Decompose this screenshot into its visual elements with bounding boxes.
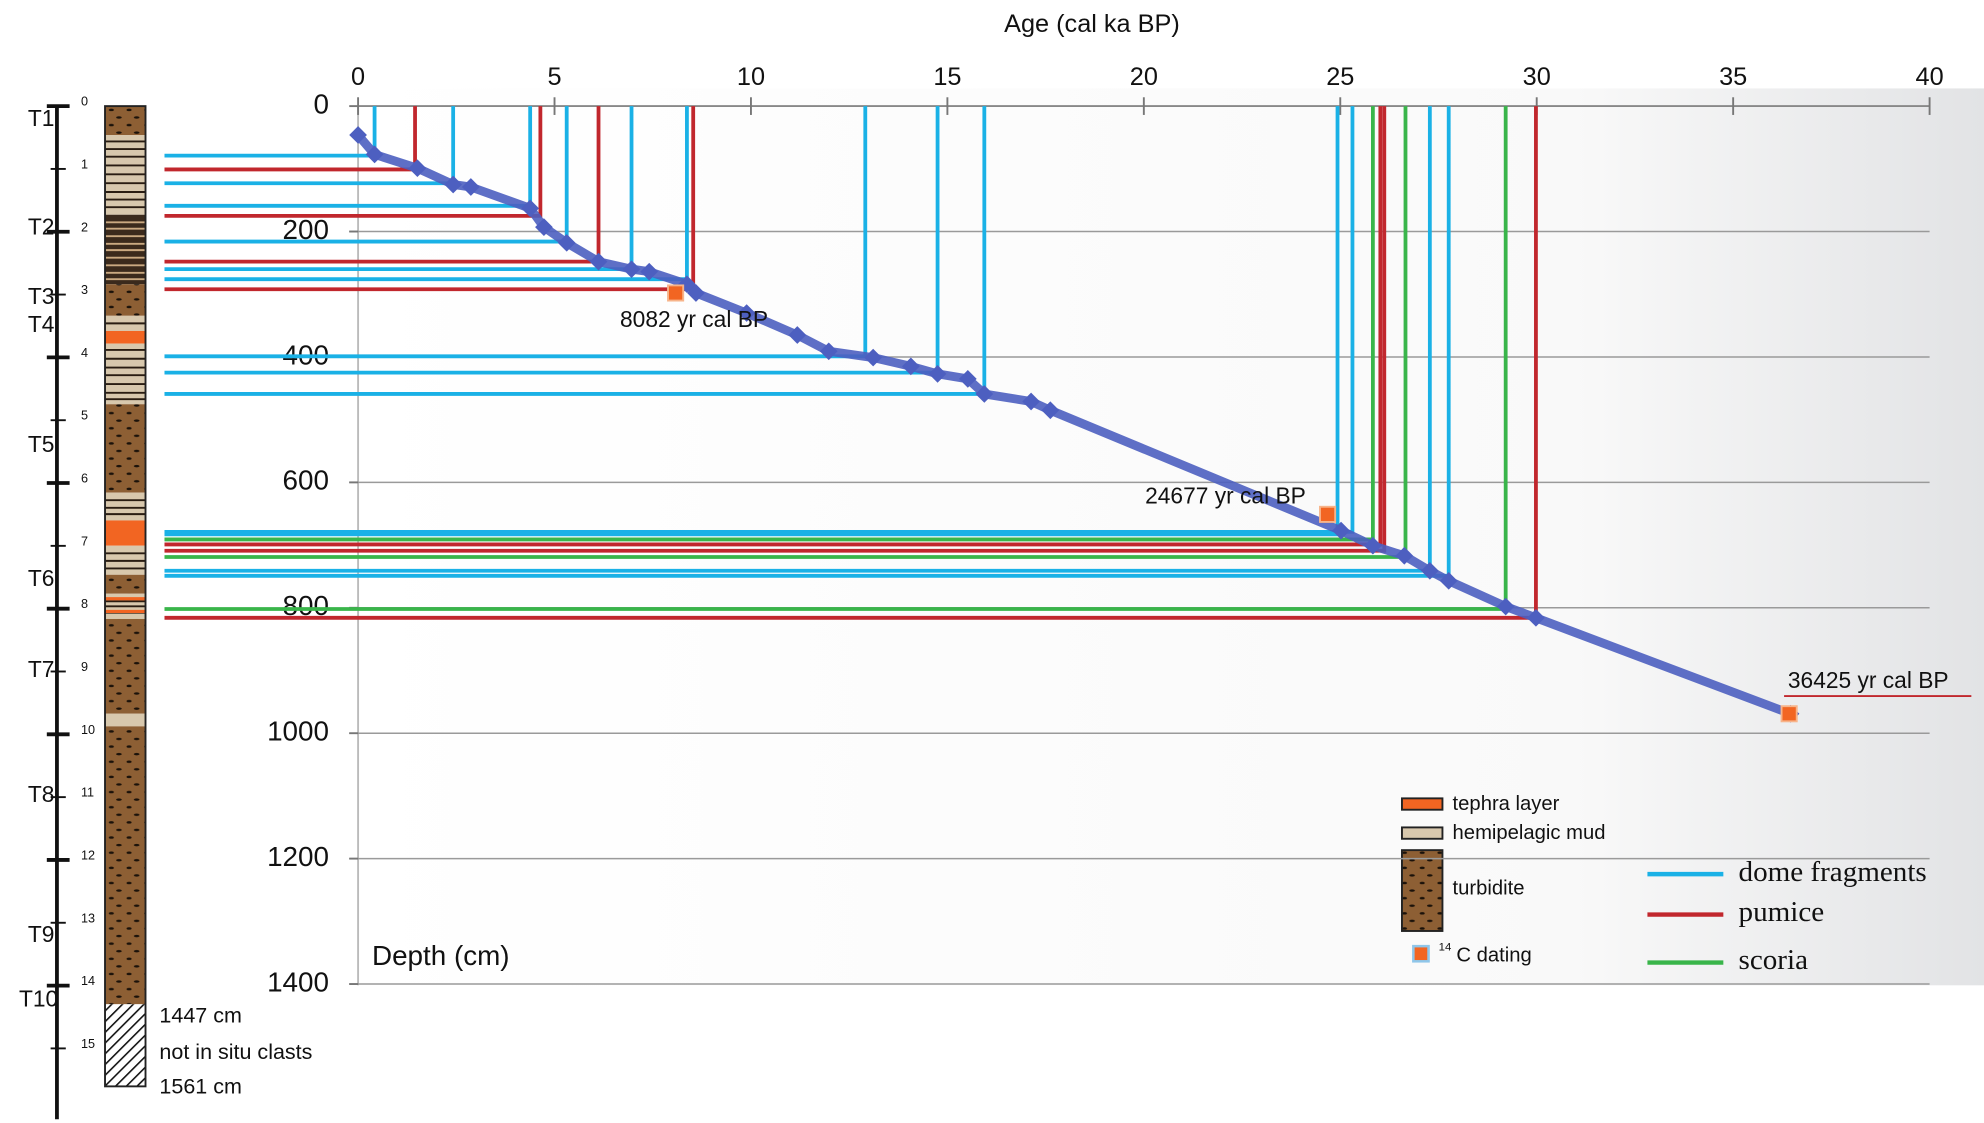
y-tick-label: 0 [313,88,328,119]
column-tick-label: 10 [81,723,95,737]
figure: Age (cal ka BP) Depth (cm) tephra layer … [0,0,1984,1123]
unit-label: T1 [28,105,55,131]
x-tick-label: 15 [933,63,961,91]
unit-label: T4 [28,311,55,337]
column-tick-label: 8 [81,597,88,611]
column-clasts [105,1004,145,1086]
column-mud [105,344,145,405]
c14-date [1782,706,1797,721]
c14-date [668,285,683,300]
column-turbidite [105,726,145,1004]
column-tick-label: 1 [81,157,88,171]
legend-text: C dating [1456,945,1531,967]
x-tick-label: 35 [1719,63,1747,91]
legend-dating-swatch [1413,946,1428,961]
unit-label: T2 [28,214,55,240]
legend-text: hemipelagic mud [1453,822,1606,844]
tephra-line [164,106,374,156]
column-tick-label: 15 [81,1037,95,1051]
unit-label: T3 [28,283,55,309]
y-tick-label: 1000 [267,716,329,747]
column-tick-label: 12 [81,849,95,863]
c14-date [1320,507,1335,522]
page: {"chart_data": { "type": "age-depth", "x… [0,0,1984,1123]
date-label: 24677 yr cal BP [1145,483,1306,509]
column-turbidite [105,284,145,316]
y-tick-label: 600 [283,465,329,496]
column-turbidite [105,619,145,714]
column-turbidite [105,575,145,594]
plot-background [349,88,1984,985]
x-tick-label: 30 [1523,63,1551,91]
column-turbidite [105,106,145,135]
legend-label: scoria [1739,944,1809,976]
x-tick-label: 25 [1326,63,1354,91]
column-mud [105,493,145,521]
date-label: 8082 yr cal BP [620,306,768,332]
x-tick-label: 5 [547,63,561,91]
unit-label: T8 [28,781,55,807]
legend-label: pumice [1739,896,1825,928]
column-tick-label: 9 [81,660,88,674]
date-label: 36425 yr cal BP [1788,667,1949,693]
y-tick-label: 1400 [267,966,329,997]
column-tick-label: 0 [81,95,88,109]
legend-turbidite-swatch [1402,850,1442,931]
column-tephra [105,520,145,545]
column-turbidite [105,404,145,492]
column-tick-label: 2 [81,220,88,234]
x-tick-label: 40 [1916,63,1944,91]
column-mud [105,714,145,727]
legend-text: turbidite [1453,878,1525,900]
column-tick-label: 5 [81,409,88,423]
legend-tephra-swatch [1402,798,1442,809]
y-axis-label: Depth (cm) [372,940,510,971]
legend-mud-swatch [1402,827,1442,838]
column-note: not in situ clasts [159,1040,312,1064]
legend-superscript: 14 [1439,941,1452,953]
x-tick-label: 0 [351,63,365,91]
column-note: 1447 cm [159,1004,241,1028]
column-tick-label: 11 [81,786,94,800]
legend-text: tephra layer [1453,793,1560,815]
column-note: 1561 cm [159,1074,241,1098]
x-tick-label: 20 [1130,63,1158,91]
x-tick-label: 10 [737,63,765,91]
column-tick-label: 4 [81,346,88,360]
unit-label: T10 [19,985,58,1011]
unit-label: T5 [28,431,55,457]
unit-label: T6 [28,565,55,591]
unit-label: T7 [28,656,55,682]
y-tick-label: 1200 [267,841,329,872]
column-tick-label: 7 [81,534,88,548]
unit-label: T9 [28,921,55,947]
column-tick-label: 3 [81,283,88,297]
x-axis-label: Age (cal ka BP) [1004,10,1180,38]
column-tick-label: 14 [81,974,95,988]
column-tick-label: 6 [81,472,88,486]
column-tick-label: 13 [81,911,95,925]
legend-label: dome fragments [1739,856,1927,888]
